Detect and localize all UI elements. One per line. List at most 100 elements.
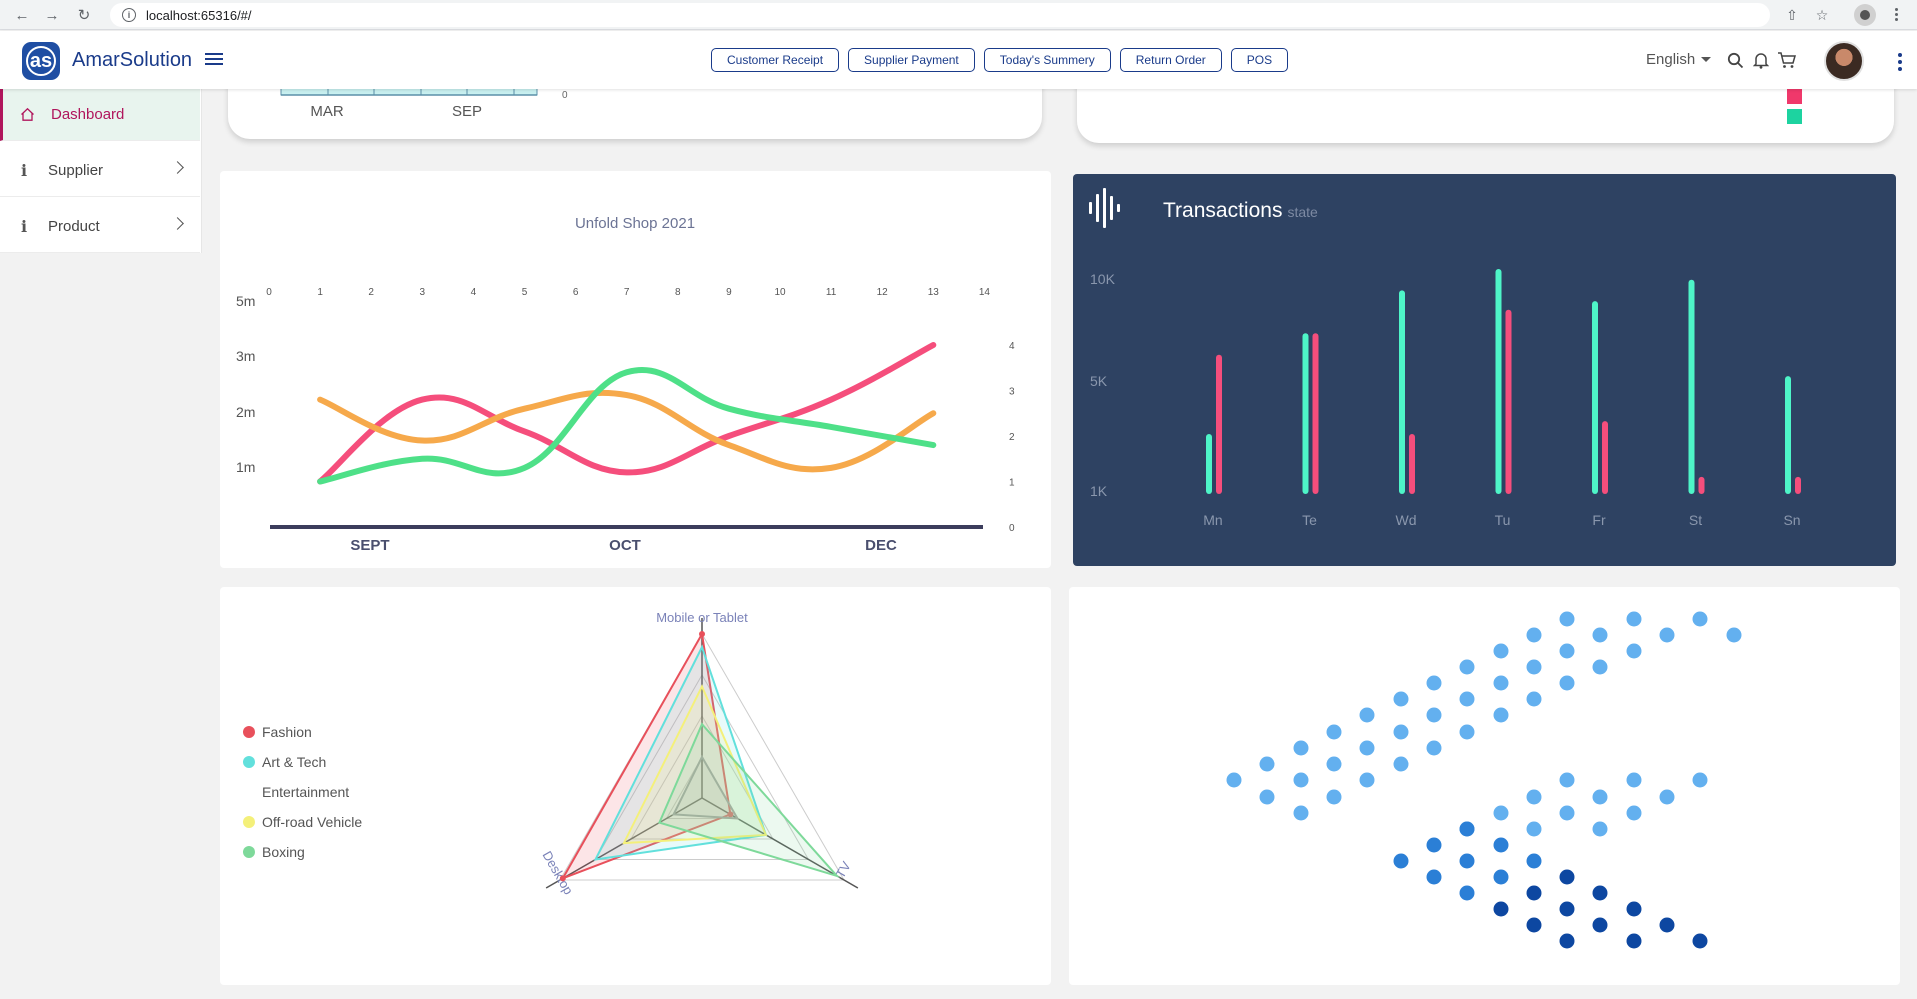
legend-label: Boxing	[262, 844, 305, 860]
bar-tu-0	[1495, 269, 1502, 494]
matrix-dot	[1592, 627, 1608, 643]
sidebar-item-product[interactable]: i Product	[0, 201, 200, 253]
radar-legend: Fashion Art & Tech Entertainment Off-road V…	[243, 717, 362, 867]
todays-summary-button[interactable]: Today's Summery	[983, 48, 1111, 72]
waveform-icon	[1089, 188, 1120, 228]
site-info-icon[interactable]: i	[122, 8, 136, 22]
legend-item[interactable]: Boxing	[243, 837, 362, 867]
matrix-dot	[1459, 853, 1475, 869]
radar-chart-card: Fashion Art & Tech Entertainment Off-road V…	[220, 587, 1051, 985]
sidebar-item-dashboard[interactable]: Dashboard	[0, 89, 200, 141]
x-tick-label: Mn	[1203, 512, 1222, 528]
axis-tick-label: 0	[562, 90, 568, 101]
supplier-payment-button[interactable]: Supplier Payment	[848, 48, 975, 72]
radar-series-boxing	[658, 722, 841, 878]
legend-item[interactable]: Entertainment	[243, 777, 362, 807]
matrix-dot	[1559, 643, 1575, 659]
legend-item[interactable]: Fashion	[243, 717, 362, 747]
matrix-dot	[1526, 627, 1542, 643]
bar-fr-0	[1592, 301, 1598, 494]
search-icon[interactable]	[1724, 49, 1746, 71]
x-tick-label: Te	[1302, 512, 1317, 528]
matrix-dot	[1526, 821, 1542, 837]
x-axis-label-sep: SEP	[452, 103, 482, 120]
radar-point	[699, 631, 705, 637]
reload-icon[interactable]: ↻	[77, 7, 91, 24]
radar-series-art-tech	[593, 644, 768, 861]
legend-label: Off-road Vehicle	[262, 814, 363, 830]
share-icon[interactable]: ⇧	[1786, 6, 1798, 23]
y-left-tick-label: 2m	[236, 404, 255, 420]
bookmark-star-icon[interactable]: ☆	[1815, 6, 1829, 23]
legend-item[interactable]: Art & Tech	[243, 747, 362, 777]
back-icon[interactable]: ←	[14, 6, 30, 24]
radar-grid-ring	[594, 673, 810, 860]
y-tick-label: 10K	[1090, 271, 1116, 287]
browser-menu-icon[interactable]	[1895, 8, 1898, 21]
x-label-dec: DEC	[865, 537, 897, 554]
info-icon: i	[20, 217, 28, 236]
x-top-tick-label: 12	[877, 287, 889, 298]
chart-title: Unfold Shop 2021	[575, 215, 695, 232]
legend-item[interactable]: Off-road Vehicle	[243, 807, 362, 837]
legend-dot	[243, 846, 255, 858]
user-avatar[interactable]	[1824, 41, 1864, 81]
app-logo[interactable]: as	[22, 42, 60, 80]
matrix-dot	[1626, 772, 1642, 788]
matrix-dot	[1393, 853, 1409, 869]
matrix-dot	[1692, 611, 1708, 627]
sidebar-item-supplier[interactable]: i Supplier	[0, 145, 200, 197]
matrix-dot	[1426, 837, 1442, 853]
chevron-down-icon	[1701, 57, 1712, 62]
language-select[interactable]: English	[1646, 51, 1712, 68]
bar-tu-1	[1505, 309, 1512, 494]
app-name: AmarSolution	[72, 49, 193, 71]
matrix-dot	[1626, 611, 1642, 627]
matrix-dot	[1592, 885, 1608, 901]
browser-toolbar: ← → ↻ i localhost:65316/#/ ⇧ ☆	[0, 0, 1917, 30]
dot-matrix-chart-card	[1069, 587, 1900, 985]
return-order-button[interactable]: Return Order	[1119, 48, 1222, 72]
legend-swatch-pink	[1787, 89, 1802, 104]
matrix-dot	[1592, 917, 1608, 933]
menu-toggle-icon[interactable]	[205, 53, 223, 65]
x-axis-label-mar: MAR	[310, 103, 344, 120]
matrix-dot	[1493, 707, 1509, 723]
forward-icon[interactable]: →	[44, 6, 60, 24]
sidebar-item-label: Supplier	[48, 162, 104, 179]
matrix-dot	[1493, 837, 1509, 853]
address-bar[interactable]: i localhost:65316/#/ ⇧ ☆	[110, 3, 1828, 27]
bar-wd-1	[1409, 434, 1415, 494]
matrix-dot	[1692, 772, 1708, 788]
x-top-tick-label: 4	[471, 287, 477, 298]
url-text: localhost:65316/#/	[146, 7, 252, 23]
matrix-dot	[1426, 707, 1442, 723]
x-label-oct: OCT	[609, 537, 641, 554]
home-icon	[3, 107, 51, 122]
matrix-dot	[1359, 740, 1375, 756]
pos-button[interactable]: POS	[1230, 48, 1289, 72]
matrix-dot	[1493, 901, 1509, 917]
x-tick-label: Sn	[1783, 512, 1800, 528]
matrix-dot	[1259, 789, 1275, 805]
info-icon: i	[20, 161, 28, 180]
matrix-dot	[1393, 691, 1409, 707]
x-tick-label: Tu	[1495, 512, 1511, 528]
radar-series-entertainment	[672, 754, 740, 820]
matrix-dot	[1493, 805, 1509, 821]
customer-receipt-button[interactable]: Customer Receipt	[711, 48, 840, 72]
cart-icon[interactable]	[1776, 49, 1798, 71]
y-tick-label: 1K	[1090, 483, 1108, 499]
more-options-icon[interactable]	[1898, 53, 1902, 71]
browser-profile-icon[interactable]	[1854, 4, 1876, 26]
matrix-dot	[1559, 869, 1575, 885]
bell-icon[interactable]	[1750, 49, 1772, 71]
x-tick-label: Fr	[1592, 512, 1606, 528]
x-top-tick-label: 0	[266, 287, 272, 298]
matrix-dot	[1326, 756, 1342, 772]
bar-te-1	[1312, 333, 1319, 494]
matrix-dot	[1326, 724, 1342, 740]
transactions-title: Transactions state	[1163, 199, 1318, 222]
y-right-tick-label: 4	[1009, 341, 1015, 352]
